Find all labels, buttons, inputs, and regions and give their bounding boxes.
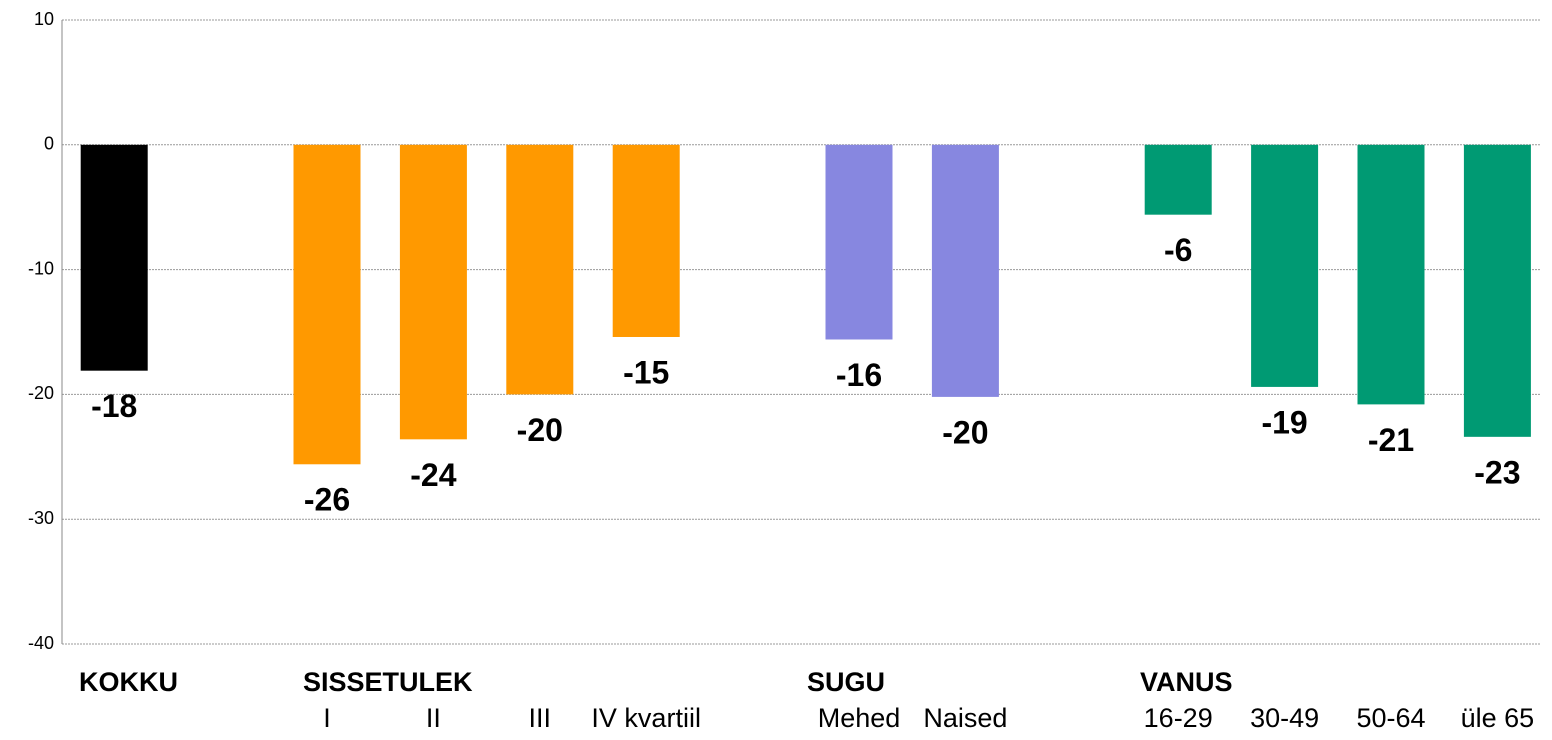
group-label: SUGU — [807, 667, 885, 697]
y-tick-label: 0 — [44, 134, 54, 154]
x-tick-label: 30-49 — [1250, 703, 1319, 733]
bar — [506, 144, 574, 395]
x-tick-label: 50-64 — [1356, 703, 1425, 733]
value-label: -19 — [1261, 404, 1307, 440]
bar — [80, 144, 148, 371]
x-tick-label: 16-29 — [1144, 703, 1213, 733]
bar — [293, 144, 361, 465]
bar — [399, 144, 467, 440]
group-label: SISSETULEK — [303, 667, 473, 697]
group-label: VANUS — [1140, 667, 1233, 697]
x-tick-label: I — [323, 703, 331, 733]
value-label: -20 — [517, 412, 563, 448]
value-label: -21 — [1368, 422, 1414, 458]
bar — [1144, 144, 1212, 215]
value-label: -6 — [1164, 232, 1192, 268]
x-tick-label: II — [426, 703, 441, 733]
y-tick-label: -30 — [28, 508, 54, 528]
bar — [1251, 144, 1319, 387]
x-tick-label: III — [529, 703, 552, 733]
value-label: -24 — [410, 457, 456, 493]
x-tick-label: Mehed — [818, 703, 901, 733]
y-tick-label: -20 — [28, 383, 54, 403]
value-label: -15 — [623, 354, 669, 390]
y-tick-label: -10 — [28, 258, 54, 278]
bar — [1357, 144, 1425, 405]
value-label: -23 — [1474, 454, 1520, 490]
bar — [825, 144, 893, 340]
value-label: -18 — [91, 388, 137, 424]
y-tick-label: 10 — [34, 9, 54, 29]
bar — [931, 144, 999, 397]
group-label: KOKKU — [79, 667, 178, 697]
value-label: -26 — [304, 482, 350, 518]
value-label: -16 — [836, 357, 882, 393]
bar — [612, 144, 680, 337]
value-label: -20 — [942, 414, 988, 450]
y-tick-label: -40 — [28, 633, 54, 653]
bar — [1463, 144, 1531, 437]
x-tick-label: IV kvartiil — [591, 703, 701, 733]
x-tick-label: üle 65 — [1461, 703, 1535, 733]
x-tick-label: Naised — [923, 703, 1007, 733]
